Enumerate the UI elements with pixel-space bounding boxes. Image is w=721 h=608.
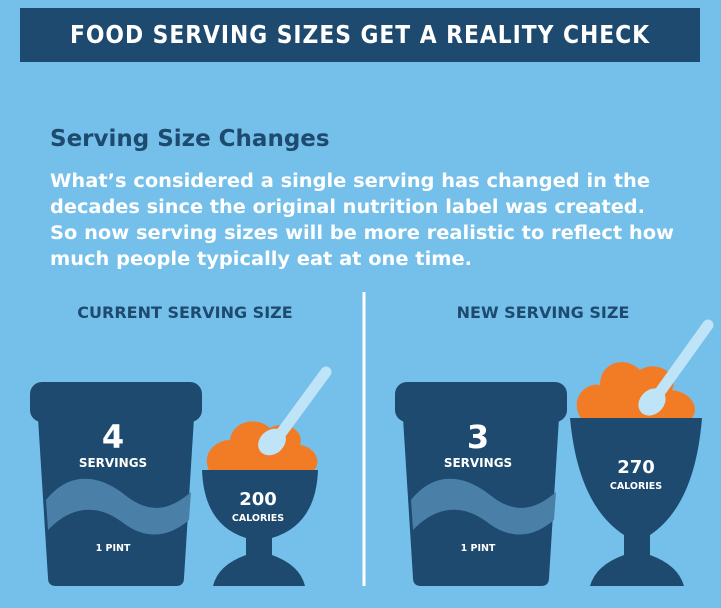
spoon-handle (276, 366, 332, 438)
calories-value: 270 (617, 457, 655, 478)
container-label: 1 PINT (96, 543, 131, 554)
pint-wave (46, 478, 191, 535)
servings-count: 3 (467, 418, 489, 456)
header-banner (20, 8, 700, 62)
section-heading: Serving Size Changes (50, 126, 330, 152)
header-title: FOOD SERVING SIZES GET A REALITY CHECK (70, 20, 651, 49)
pint-wave (411, 478, 556, 535)
body-line: decades since the original nutrition lab… (50, 197, 645, 218)
calories-label: CALORIES (610, 481, 662, 492)
panel-label: CURRENT SERVING SIZE (77, 303, 292, 322)
body-line: So now serving sizes will be more realis… (50, 223, 674, 244)
spoon-head (638, 388, 666, 416)
cup (202, 470, 318, 586)
panel-label: NEW SERVING SIZE (457, 303, 630, 322)
servings-label: SERVINGS (444, 456, 512, 470)
calories-value: 200 (239, 489, 277, 510)
pint-lid (30, 382, 202, 422)
servings-label: SERVINGS (79, 456, 147, 470)
pint-lid (395, 382, 567, 422)
body-line: much people typically eat at one time. (50, 249, 472, 270)
spoon-head (258, 428, 286, 456)
spoon-handle (654, 319, 714, 398)
body-line: What’s considered a single serving has c… (50, 171, 650, 192)
sundae-cup (570, 418, 702, 586)
calories-label: CALORIES (232, 513, 284, 524)
servings-count: 4 (102, 418, 124, 456)
container-label: 1 PINT (461, 543, 496, 554)
